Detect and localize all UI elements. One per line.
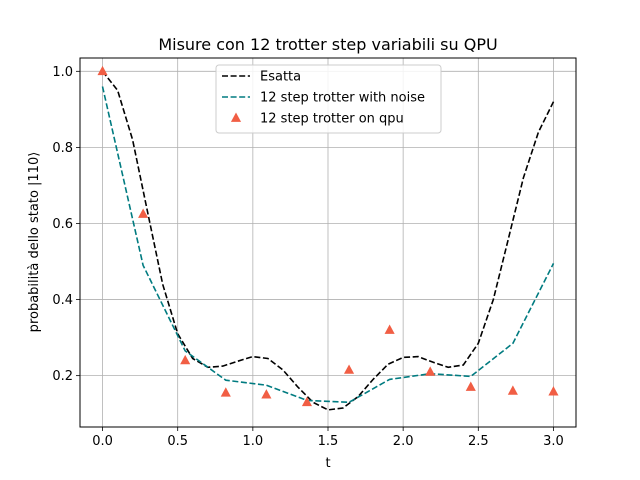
y-axis-label: probabilità dello stato |110⟩	[27, 152, 42, 333]
x-tick-label: 0.5	[167, 434, 188, 449]
data-point-marker	[301, 396, 313, 407]
x-tick-label: 1.0	[243, 434, 264, 449]
data-point-marker	[548, 386, 559, 396]
data-point-marker	[261, 389, 272, 399]
y-tick-label: 0.2	[52, 369, 73, 384]
data-point-marker	[343, 364, 355, 374]
legend-box	[215, 64, 442, 134]
series-line-1	[101, 70, 555, 411]
y-tick-label: 0.4	[52, 293, 73, 308]
x-axis-label: t	[325, 456, 330, 471]
x-tick-label: 1.5	[318, 434, 339, 449]
x-tick-label: 2.5	[468, 434, 489, 449]
x-tick-label: 2.0	[393, 434, 414, 449]
series-line-2	[101, 86, 555, 404]
y-tick-label: 0.8	[52, 141, 73, 156]
legend-label: Esatta	[260, 70, 301, 85]
legend-label: 12 step trotter with noise	[260, 91, 425, 106]
x-tick-label: 3.0	[543, 434, 564, 449]
data-point-marker	[220, 387, 231, 397]
data-point-marker	[507, 385, 518, 395]
x-axis: 0.0 0.5 1.0 1.5 2.0 2.5 3.0	[92, 427, 564, 449]
data-point-marker	[465, 381, 476, 391]
y-tick-label: 1.0	[52, 65, 73, 80]
data-point-marker	[138, 208, 149, 218]
data-point-marker	[425, 366, 436, 376]
legend-label: 12 step trotter on qpu	[260, 112, 404, 127]
data-point-marker	[384, 324, 395, 334]
data-point-marker	[180, 354, 191, 365]
legend-swatch	[230, 112, 242, 122]
data-point-marker	[97, 65, 108, 76]
legend: Esatta 12 step trotter with noise 12 step …	[215, 64, 442, 134]
plot-series	[97, 65, 559, 411]
x-tick-label: 0.0	[92, 434, 113, 449]
chart-title: Misure con 12 trotter step variabili su …	[158, 35, 497, 54]
y-axis: 0.2 0.4 0.6 0.8 1.0	[52, 65, 80, 384]
y-tick-label: 0.6	[52, 217, 73, 232]
